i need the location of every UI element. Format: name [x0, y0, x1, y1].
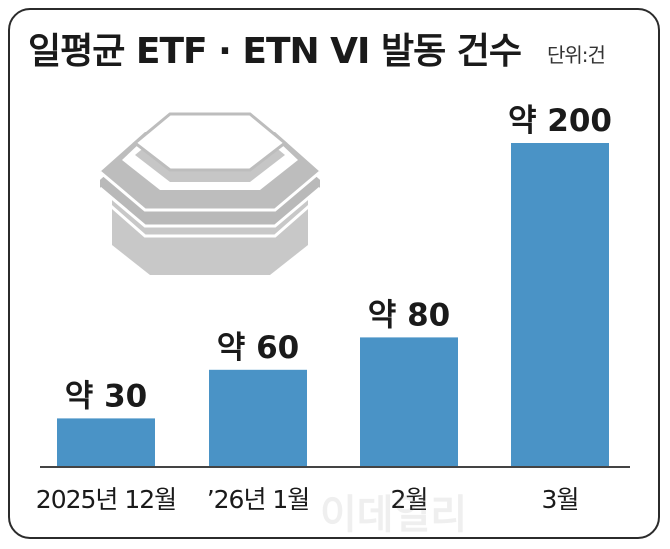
category-label-2: ’26년 1월: [207, 485, 310, 514]
data-label-1: 약 30: [65, 378, 147, 414]
chart-title: 일평균 ETF · ETN VI 발동 건수: [28, 31, 522, 72]
bars-group: 약 30 2025년 12월 약 60 ’26년 1월 약 80 2월 약 200 3월: [36, 103, 612, 514]
trading-halt-icon: [99, 112, 321, 275]
bar-1: [57, 418, 155, 467]
category-label-4: 3월: [542, 485, 579, 514]
bar-3: [360, 337, 458, 467]
unit-label: 단위:건: [547, 43, 606, 67]
bar-4: [511, 143, 609, 467]
data-label-2: 약 60: [217, 330, 299, 366]
watermark-text: 이데일리: [320, 492, 468, 538]
bar-2: [209, 369, 307, 467]
category-label-1: 2025년 12월: [36, 485, 176, 514]
data-label-3: 약 80: [368, 297, 450, 333]
category-label-3: 2월: [391, 485, 428, 514]
data-label-4: 약 200: [508, 103, 612, 139]
